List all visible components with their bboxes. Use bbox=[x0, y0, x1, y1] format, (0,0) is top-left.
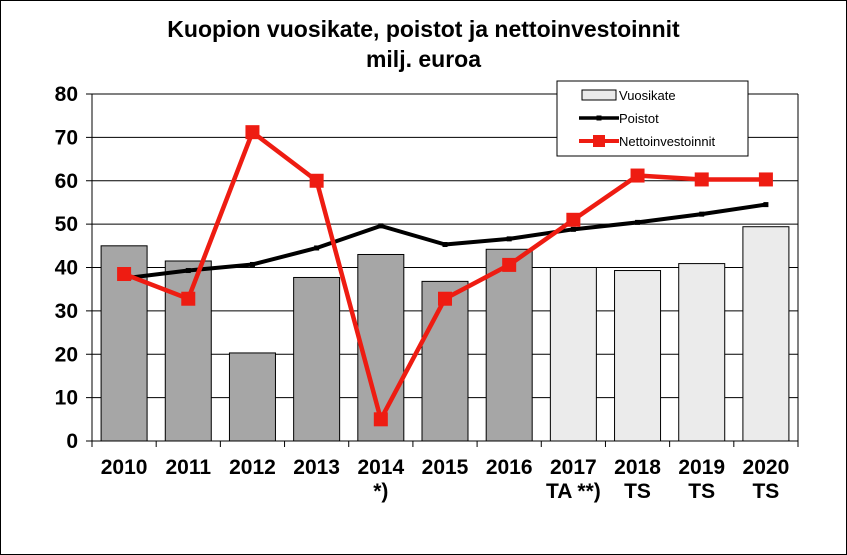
bar-vuosikate bbox=[357, 253, 405, 442]
marker-nettoinvestoinnit bbox=[694, 172, 709, 187]
marker-nettoinvestoinnit bbox=[502, 257, 517, 272]
x-tick-label: 2018 bbox=[614, 456, 661, 479]
marker-poistot bbox=[699, 211, 705, 217]
marker-poistot bbox=[378, 223, 384, 229]
marker-poistot bbox=[763, 202, 769, 208]
marker-nettoinvestoinnit bbox=[758, 172, 773, 187]
bar-vuosikate bbox=[485, 248, 533, 442]
bar-vuosikate bbox=[742, 226, 790, 442]
bar-vuosikate bbox=[678, 263, 726, 442]
marker-poistot bbox=[635, 219, 641, 225]
legend-swatch-vuosikate bbox=[581, 89, 617, 101]
y-tick-label: 20 bbox=[55, 343, 78, 366]
x-tick-label: 2017 bbox=[550, 456, 597, 479]
legend-label-vuosikate: Vuosikate bbox=[619, 88, 676, 103]
marker-nettoinvestoinnit bbox=[438, 291, 452, 306]
marker-nettoinvestoinnit bbox=[373, 412, 388, 427]
x-tick-label: TS bbox=[688, 480, 715, 503]
bar-vuosikate bbox=[293, 276, 341, 442]
y-tick-label: 70 bbox=[55, 126, 78, 149]
marker-poistot bbox=[442, 242, 448, 248]
marker-nettoinvestoinnit bbox=[309, 173, 324, 188]
y-tick-label: 60 bbox=[55, 170, 78, 193]
bar-vuosikate bbox=[164, 260, 212, 442]
marker-nettoinvestoinnit bbox=[117, 267, 132, 282]
legend-label-poistot: Poistot bbox=[619, 111, 659, 126]
marker-nettoinvestoinnit bbox=[630, 168, 645, 183]
marker-nettoinvestoinnit bbox=[181, 291, 196, 306]
marker-poistot bbox=[249, 261, 255, 267]
x-tick-label: 2013 bbox=[293, 456, 340, 479]
x-tick-label: TS bbox=[752, 480, 779, 503]
x-tick-label: TS bbox=[624, 480, 651, 503]
marker-poistot bbox=[506, 236, 512, 242]
bar-vuosikate bbox=[421, 280, 469, 442]
chart-subtitle: milj. euroa bbox=[365, 46, 482, 72]
x-tick-label: 2019 bbox=[678, 456, 725, 479]
marker-nettoinvestoinnit bbox=[566, 212, 581, 227]
x-tick-label: 2010 bbox=[101, 456, 148, 479]
x-tick-label: 2020 bbox=[743, 456, 790, 479]
legend-marker-nettoinvestoinnit bbox=[593, 135, 605, 147]
bar-vuosikate bbox=[549, 267, 597, 442]
y-tick-label: 10 bbox=[55, 387, 78, 410]
y-tick-label: 30 bbox=[55, 300, 78, 323]
marker-poistot bbox=[185, 268, 191, 274]
y-tick-label: 50 bbox=[55, 213, 78, 236]
x-tick-label: 2015 bbox=[422, 456, 469, 479]
y-tick-label: 0 bbox=[66, 430, 78, 453]
x-tick-label: 2012 bbox=[229, 456, 276, 479]
x-tick-label: *) bbox=[373, 480, 388, 503]
x-tick-label: TA **) bbox=[546, 480, 601, 503]
legend-marker-poistot bbox=[596, 115, 602, 121]
chart-title: Kuopion vuosikate, poistot ja nettoinves… bbox=[0, 14, 847, 74]
legend-label-nettoinvestoinnit: Nettoinvestoinnit bbox=[619, 134, 715, 149]
x-tick-label: 2016 bbox=[486, 456, 533, 479]
y-tick-label: 80 bbox=[55, 83, 78, 106]
bar-vuosikate bbox=[614, 270, 662, 442]
chart-title-line1: Kuopion vuosikate, poistot ja nettoinves… bbox=[167, 16, 680, 42]
y-tick-label: 40 bbox=[55, 257, 78, 280]
x-tick-label: 2011 bbox=[165, 456, 211, 479]
bar-vuosikate bbox=[228, 352, 276, 442]
x-tick-label: 2014 bbox=[357, 456, 404, 479]
marker-nettoinvestoinnit bbox=[245, 125, 260, 140]
marker-poistot bbox=[570, 226, 576, 232]
marker-poistot bbox=[314, 245, 320, 251]
